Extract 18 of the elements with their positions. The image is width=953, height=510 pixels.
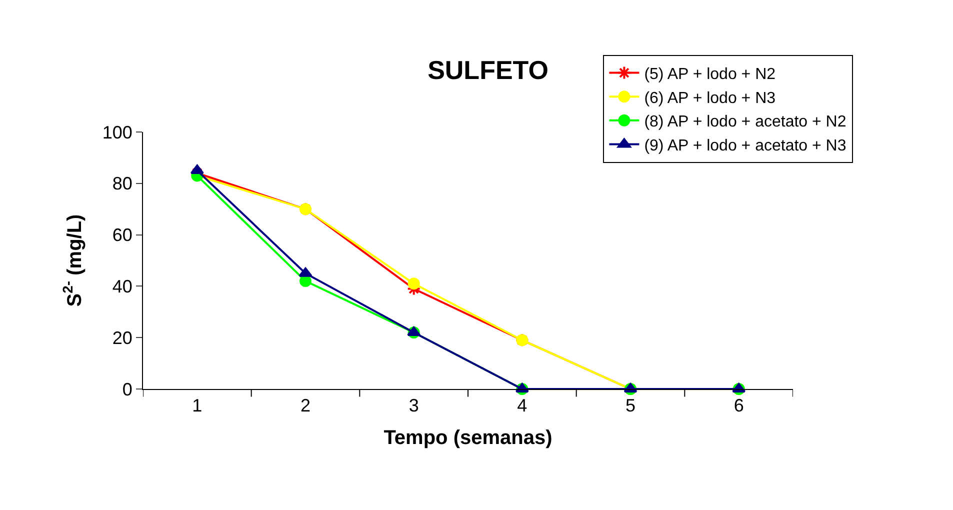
y-tick-label: 40 <box>112 276 132 296</box>
y-tick-label: 60 <box>112 225 132 246</box>
y-tick-label: 0 <box>122 379 132 400</box>
x-tick-label: 5 <box>625 396 636 416</box>
legend-label: (9) AP + lodo + acetato + N3 <box>644 137 846 154</box>
y-tick-label: 80 <box>112 174 132 194</box>
y-tick-label: 20 <box>112 328 132 348</box>
chart-title: SULFETO <box>428 55 548 86</box>
legend-label: (5) AP + lodo + N2 <box>644 66 776 84</box>
x-tick-label: 1 <box>192 396 202 416</box>
legend-label: (8) AP + lodo + acetato + N2 <box>644 114 846 131</box>
x-tick-label: 4 <box>517 396 528 416</box>
x-axis-title: Tempo (semanas) <box>384 427 552 450</box>
x-tick-label: 3 <box>408 396 419 416</box>
x-tick-label: 6 <box>734 396 744 416</box>
legend-label: (6) AP + lodo + N3 <box>644 90 776 107</box>
x-tick-label: 2 <box>300 396 311 416</box>
y-tick-label: 100 <box>102 122 132 142</box>
